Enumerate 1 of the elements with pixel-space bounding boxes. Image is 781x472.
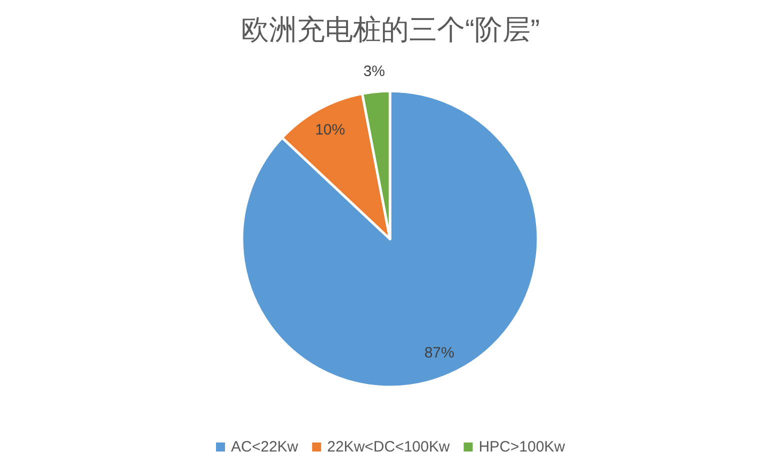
- title: 欧洲充电桩的三个“阶层”: [241, 14, 540, 45]
